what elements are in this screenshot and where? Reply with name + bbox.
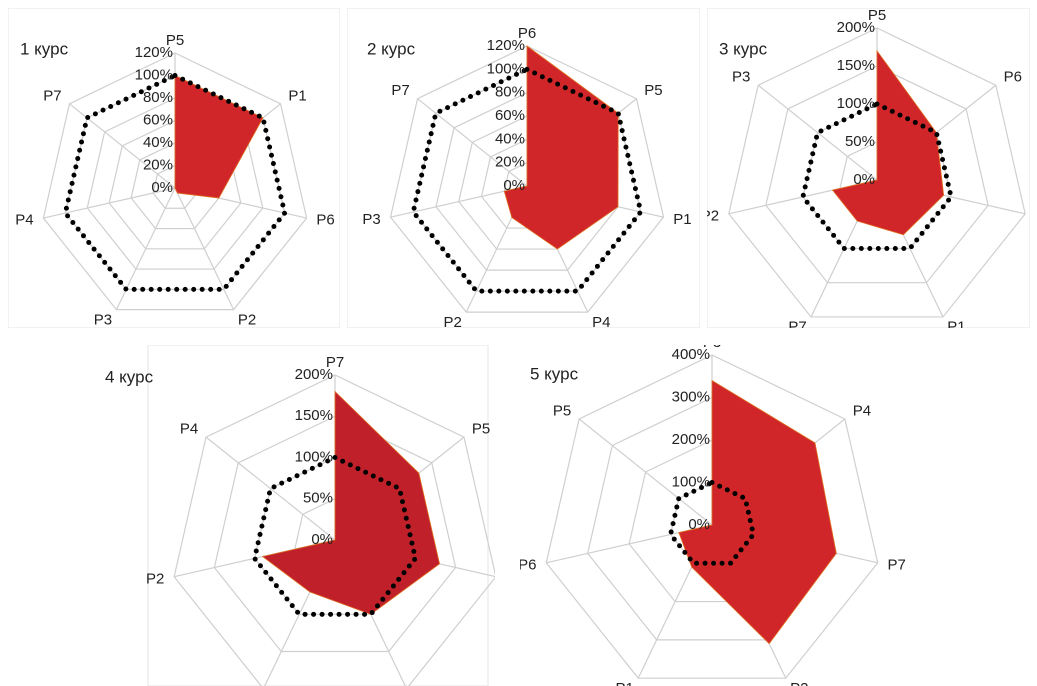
y-tick-label: 150% [837,57,875,74]
spoke [417,98,528,187]
grid-ring [765,65,989,284]
radar-chart: 0%50%100%150%200%P5P6P4P1P7P2P33 курс [707,8,1030,328]
y-tick-label: 60% [143,111,173,128]
category-label: P5 [644,82,662,99]
category-label: P7 [887,556,905,573]
y-tick-label: 0% [853,171,875,188]
radar-chart: 0% 20% 40% 60% 80% 100% 120%P6 P5 P1 P4 P2 P3 P7 2 ку… [347,8,700,328]
category-label: P2 [790,680,808,686]
spoke [757,84,878,181]
series-area [678,379,837,645]
category-label: P2 [238,311,256,328]
grid-ring [213,415,457,653]
series-line [251,454,419,617]
y-tick-label: 40% [495,130,525,147]
y-tick-label: 0% [688,516,710,533]
panel [8,8,340,328]
category-label: P3 [703,345,721,351]
panel [347,8,700,328]
category-label: P3 [732,69,750,86]
grid-ring [545,354,879,679]
series-area [174,74,264,199]
grid-ring [728,27,1026,318]
panel [147,345,489,686]
category-label: P2 [444,314,462,328]
y-tick-label: 20% [495,154,525,171]
grid-ring [173,374,495,686]
category-label: P1 [947,319,965,328]
spoke [205,436,336,541]
chart-title: 5 курс [530,364,579,383]
series-line [62,72,288,292]
series-line [667,479,757,566]
y-tick-label: 100% [837,95,875,112]
category-label: P7 [326,354,344,371]
y-tick-label: 150% [295,407,333,424]
y-tick-label: 80% [495,84,525,101]
series-area [503,45,619,250]
y-tick-label: 400% [672,346,710,363]
category-label: P1 [673,211,691,228]
y-tick-label: 40% [143,134,173,151]
y-tick-label: 300% [672,388,710,405]
category-label: P7 [391,82,409,99]
category-label: P5 [553,402,571,419]
y-tick-label: 100% [295,448,333,465]
category-label: P1 [616,680,634,686]
y-tick-label: 0% [503,177,525,194]
radar-chart: 0% 20% 40% 60% 80% 100% 120%P5 P1 P6 P2 P3 P4 P7 1 ку… [8,8,340,328]
category-label: P4 [15,212,33,229]
category-label: P3 [94,311,112,328]
category-label: P6 [1004,69,1022,86]
category-label: P4 [853,402,871,419]
y-tick-label: 100% [487,60,525,77]
category-label: P4 [592,314,610,328]
y-tick-label: 50% [303,490,333,507]
y-tick-label: 60% [495,107,525,124]
category-label: P1 [288,87,306,104]
series-line [800,101,954,251]
grid-ring [42,52,308,311]
y-tick-label: 200% [295,366,333,383]
y-tick-label: 0% [151,179,173,196]
category-label: P2 [707,207,719,224]
chart-title: 1 курс [20,39,69,58]
category-label: P4 [180,421,198,438]
grid-ring [389,45,665,313]
spoke [174,187,235,310]
y-tick-label: 80% [143,89,173,106]
spoke [578,418,713,526]
category-label: P6 [518,25,536,42]
category-label: P7 [43,87,61,104]
spoke [43,187,176,219]
y-tick-label: 50% [845,133,875,150]
y-tick-label: 200% [837,19,875,36]
y-tick-label: 200% [672,431,710,448]
y-tick-label: 100% [135,66,173,83]
chart-title: 3 курс [719,39,768,58]
category-label: P2 [146,570,164,587]
series-area [261,390,441,615]
chart-title: 2 курс [367,39,416,58]
category-label: P5 [472,421,490,438]
y-tick-label: 100% [672,473,710,490]
category-label: P3 [362,211,380,228]
y-tick-label: 120% [135,44,173,61]
chart-title: 4 курс [105,367,154,386]
category-label: P6 [520,556,537,573]
category-label: P6 [316,212,334,229]
y-tick-label: 0% [311,531,333,548]
category-label: P7 [788,319,806,328]
y-tick-label: 20% [143,156,173,173]
category-label: P5 [166,32,184,49]
series-line [410,66,644,294]
radar-chart: 0% 100% 200% 300% 400%P3 P4 P7 P2 P1 P6 P5 5 курс [520,345,906,686]
y-tick-label: 120% [487,37,525,54]
radar-chart: 0%50%100%150%200%P7P5P1P6P3P2P44 курс [105,345,495,686]
category-label: P5 [868,8,886,24]
